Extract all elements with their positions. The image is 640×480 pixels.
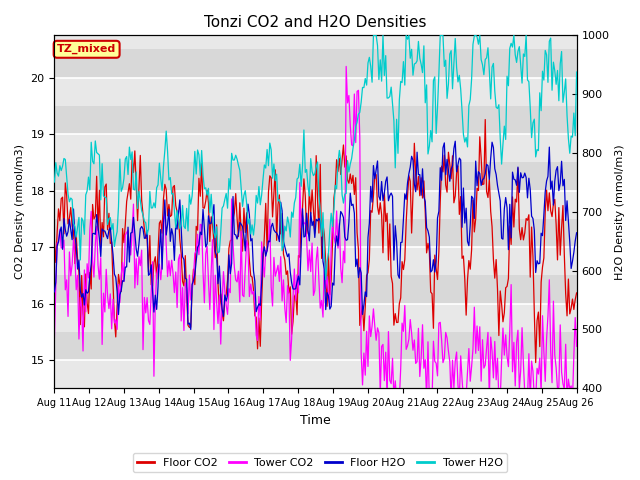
- Title: Tonzi CO2 and H2O Densities: Tonzi CO2 and H2O Densities: [204, 15, 427, 30]
- Bar: [54, 332, 577, 360]
- Bar: [54, 106, 577, 134]
- Bar: [54, 219, 577, 247]
- Y-axis label: CO2 Density (mmol/m3): CO2 Density (mmol/m3): [15, 144, 25, 279]
- Bar: [54, 162, 577, 191]
- Text: TZ_mixed: TZ_mixed: [57, 44, 116, 54]
- Legend: Floor CO2, Tower CO2, Floor H2O, Tower H2O: Floor CO2, Tower CO2, Floor H2O, Tower H…: [133, 453, 507, 472]
- Bar: [54, 276, 577, 304]
- X-axis label: Time: Time: [300, 414, 331, 427]
- Bar: [54, 49, 577, 78]
- Y-axis label: H2O Density (mmol/m3): H2O Density (mmol/m3): [615, 144, 625, 280]
